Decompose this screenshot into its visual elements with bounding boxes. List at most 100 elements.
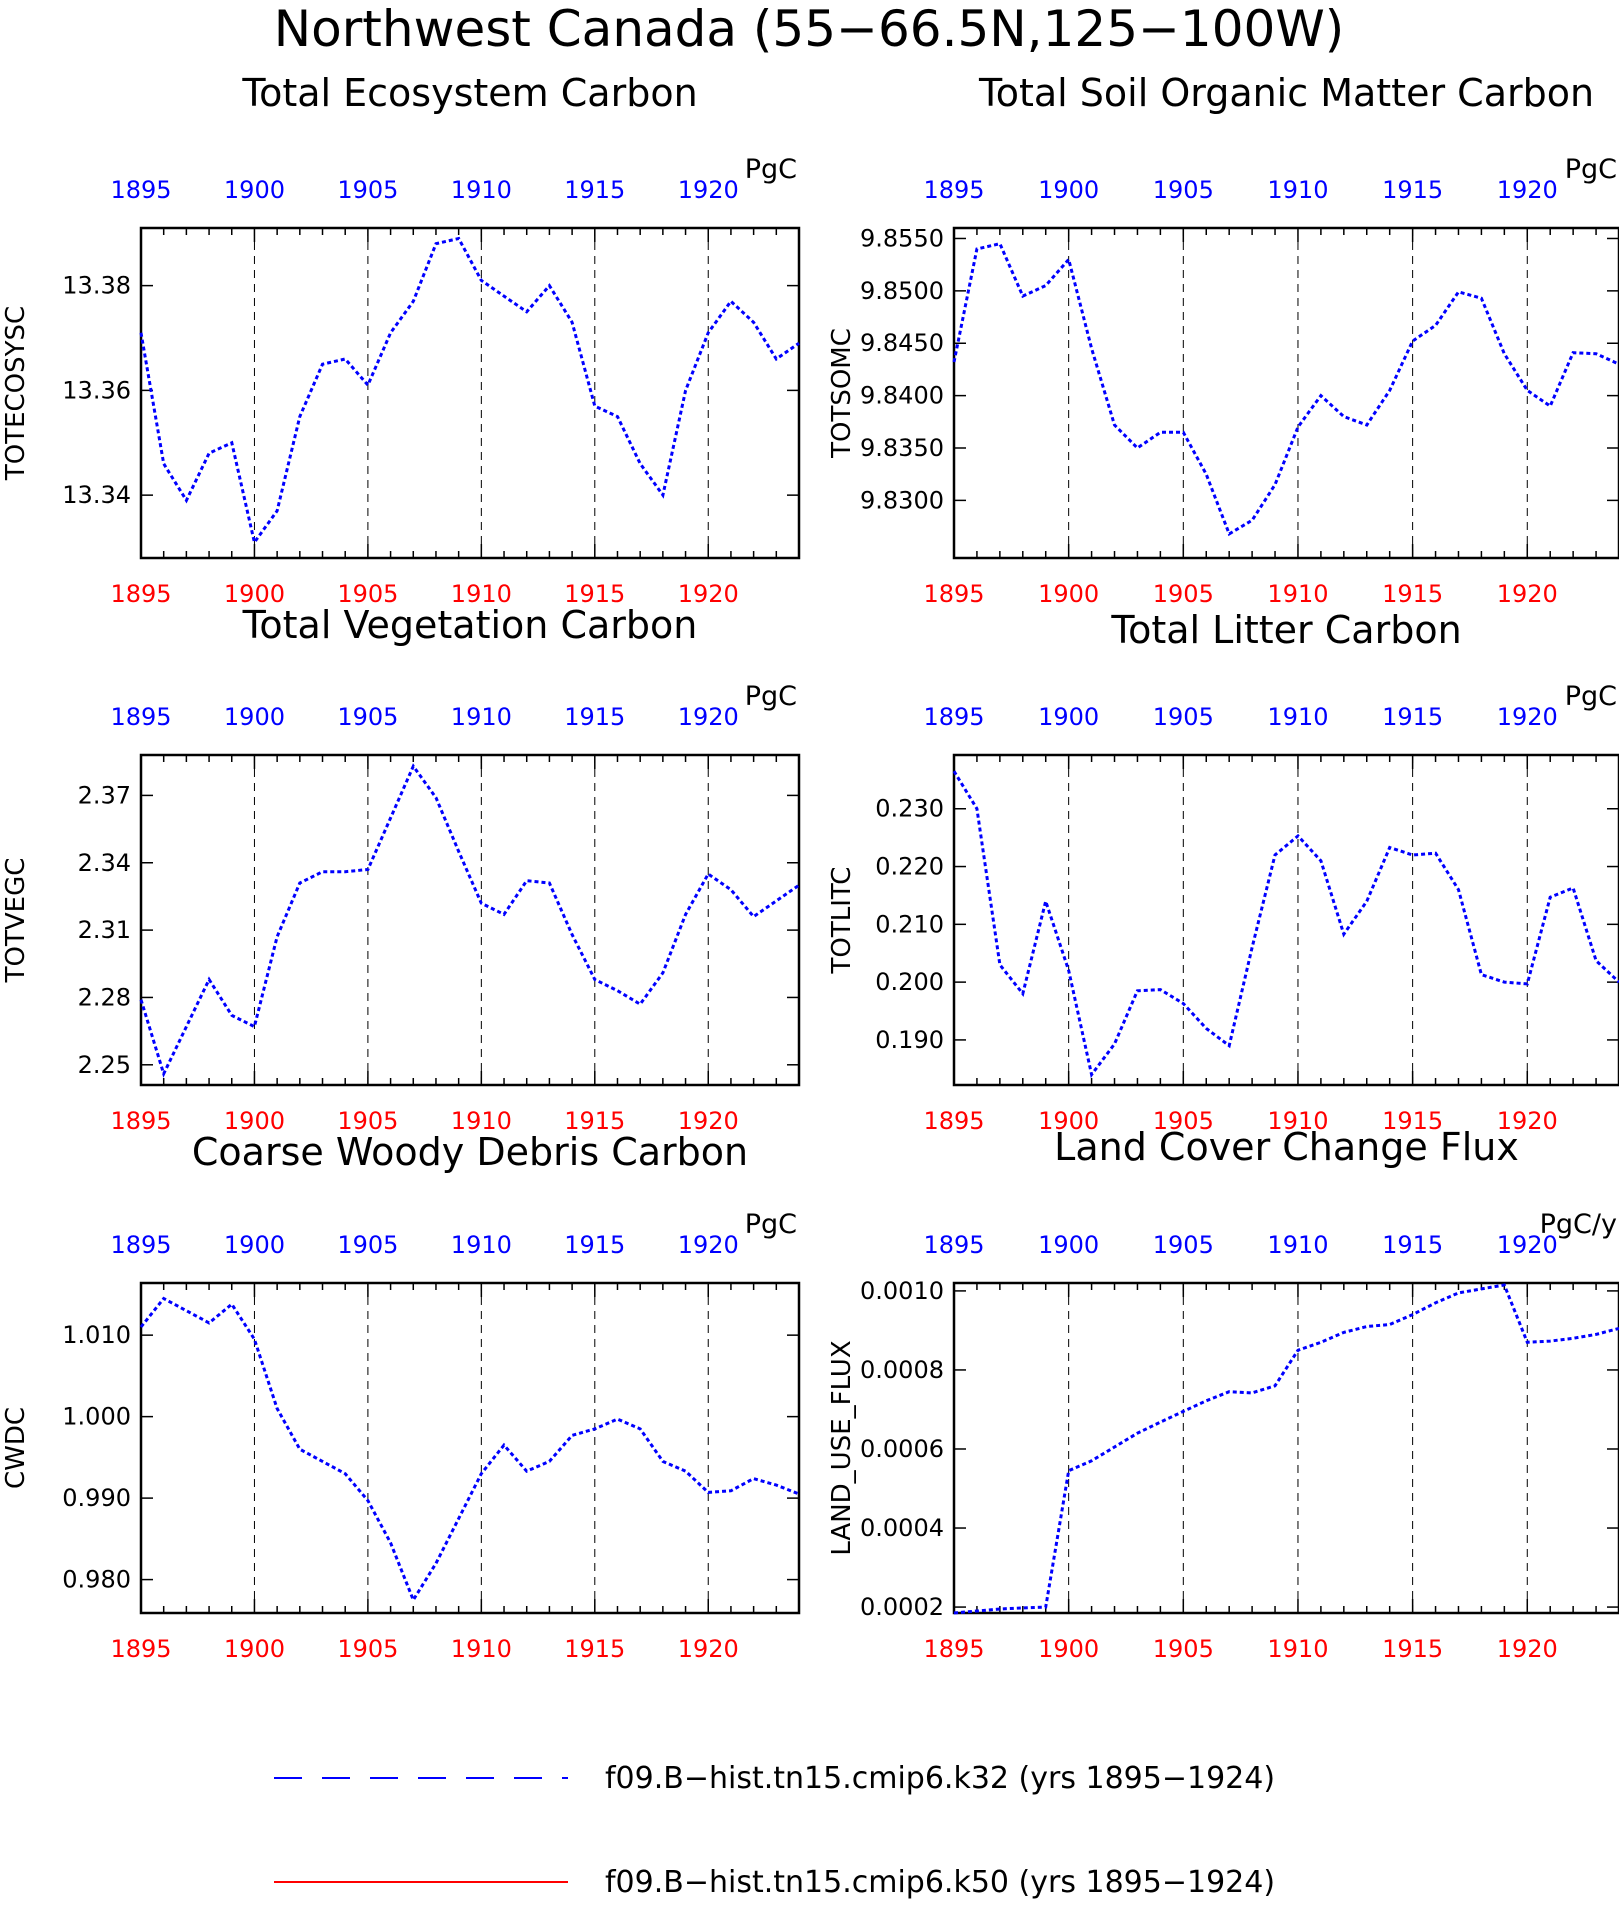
x-tick-label-top: 1910 [451, 1231, 512, 1259]
y-tick-label: 0.0002 [860, 1593, 944, 1621]
y-axis-label: TOTLITC [827, 867, 857, 975]
y-tick-label: 13.36 [62, 376, 131, 404]
x-tick-label-top: 1910 [1267, 176, 1328, 204]
panel-title: Total Vegetation Carbon [242, 603, 698, 647]
units-label: PgC [745, 154, 797, 185]
units-label: PgC [1565, 681, 1617, 712]
panel-title: Coarse Woody Debris Carbon [192, 1130, 748, 1174]
x-tick-label-bottom: 1920 [678, 580, 739, 608]
y-tick-label: 9.8300 [860, 486, 944, 514]
x-tick-label-top: 1895 [110, 1231, 171, 1259]
y-tick-label: 9.8550 [860, 224, 944, 252]
x-tick-label-bottom: 1910 [451, 1635, 512, 1663]
x-tick-label-top: 1900 [1038, 176, 1099, 204]
x-tick-label-top: 1920 [1497, 1231, 1558, 1259]
chart-panel-4: Total Litter Carbon PgC 1895 1895 1900 1900 19… [827, 608, 1619, 1135]
x-tick-label-top: 1920 [1497, 176, 1558, 204]
y-tick-label: 2.31 [78, 916, 131, 944]
x-tick-label-top: 1915 [1382, 176, 1443, 204]
units-label: PgC/y [1540, 1209, 1617, 1240]
x-tick-label-top: 1915 [564, 703, 625, 731]
x-tick-label-top: 1900 [224, 1231, 285, 1259]
y-tick-label: 13.34 [62, 481, 131, 509]
x-tick-label-top: 1895 [110, 703, 171, 731]
y-tick-label: 1.010 [62, 1321, 131, 1349]
series-line [139, 1296, 800, 1604]
y-tick-label: 2.25 [78, 1051, 131, 1079]
x-tick-label-top: 1910 [451, 703, 512, 731]
x-tick-label-top: 1905 [337, 703, 398, 731]
x-tick-label-bottom: 1900 [1038, 1107, 1099, 1135]
x-tick-label-bottom: 1895 [110, 1635, 171, 1663]
x-tick-label-bottom: 1895 [110, 1107, 171, 1135]
x-tick-label-bottom: 1915 [564, 1107, 625, 1135]
x-tick-label-bottom: 1900 [224, 1107, 285, 1135]
y-tick-label: 0.230 [875, 795, 944, 823]
series-line [953, 1283, 1619, 1615]
x-tick-label-bottom: 1915 [564, 1635, 625, 1663]
x-tick-label-top: 1915 [1382, 703, 1443, 731]
y-axis-label: TOTECOSYSC [1, 306, 31, 481]
x-tick-label-top: 1895 [923, 176, 984, 204]
x-tick-label-bottom: 1895 [923, 580, 984, 608]
chart-panel-1: Total Ecosystem Carbon PgC 1895 1895 1900 190… [1, 71, 801, 608]
y-tick-label: 0.0006 [860, 1435, 944, 1463]
x-tick-label-bottom: 1900 [1038, 580, 1099, 608]
x-tick-label-bottom: 1905 [337, 1635, 398, 1663]
panel-title: Total Soil Organic Matter Carbon [978, 71, 1594, 115]
units-label: PgC [745, 1209, 797, 1240]
y-tick-label: 2.28 [78, 983, 131, 1011]
x-tick-label-bottom: 1900 [224, 1635, 285, 1663]
x-tick-label-bottom: 1910 [451, 1107, 512, 1135]
x-tick-label-top: 1910 [451, 176, 512, 204]
figure-title: Northwest Canada (55−66.5N,125−100W) [274, 0, 1345, 58]
x-tick-label-top: 1915 [564, 1231, 625, 1259]
units-label: PgC [1565, 154, 1617, 185]
panel-title: Land Cover Change Flux [1054, 1125, 1519, 1169]
plot-frame [139, 753, 801, 1087]
panels-group: Total Ecosystem Carbon PgC 1895 1895 1900 190… [1, 71, 1619, 1663]
x-tick-label-bottom: 1920 [1497, 1107, 1558, 1135]
series-line [952, 770, 1619, 1079]
x-tick-label-bottom: 1920 [678, 1107, 739, 1135]
y-tick-label: 0.0008 [860, 1356, 944, 1384]
x-tick-label-top: 1895 [110, 176, 171, 204]
legend-label-k50: f09.B−hist.tn15.cmip6.k50 (yrs 1895−1924… [605, 1865, 1275, 1900]
x-tick-label-top: 1910 [1267, 703, 1328, 731]
chart-panel-5: Coarse Woody Debris Carbon PgC 1895 1895 190… [1, 1130, 801, 1663]
x-tick-label-bottom: 1900 [224, 580, 285, 608]
panel-title: Total Ecosystem Carbon [241, 71, 697, 115]
chart-panel-6: Land Cover Change Flux PgC/y 1895 1895 1900 1… [827, 1125, 1619, 1663]
y-axis-label: LAND_USE_FLUX [827, 1340, 857, 1555]
plot-frame [139, 1281, 801, 1615]
x-tick-label-bottom: 1905 [1153, 1107, 1214, 1135]
x-tick-label-top: 1920 [1497, 703, 1558, 731]
y-tick-label: 13.38 [62, 272, 131, 300]
y-tick-label: 9.8500 [860, 277, 944, 305]
x-tick-label-bottom: 1910 [1267, 1635, 1328, 1663]
y-tick-label: 1.000 [62, 1403, 131, 1431]
x-tick-label-top: 1905 [1153, 1231, 1214, 1259]
x-tick-label-top: 1895 [923, 1231, 984, 1259]
x-tick-label-top: 1895 [923, 703, 984, 731]
x-tick-label-top: 1910 [1267, 1231, 1328, 1259]
x-tick-label-bottom: 1905 [337, 580, 398, 608]
x-tick-label-top: 1900 [1038, 1231, 1099, 1259]
x-tick-label-top: 1900 [224, 176, 285, 204]
plot-frame [952, 753, 1619, 1087]
y-tick-label: 2.34 [78, 849, 131, 877]
x-tick-label-bottom: 1910 [451, 580, 512, 608]
x-tick-label-bottom: 1915 [1382, 1107, 1443, 1135]
y-tick-label: 9.8450 [860, 329, 944, 357]
x-tick-label-bottom: 1910 [1267, 1107, 1328, 1135]
y-tick-label: 9.8400 [860, 382, 944, 410]
legend-label-k32: f09.B−hist.tn15.cmip6.k32 (yrs 1895−1924… [605, 1761, 1275, 1796]
series-line [139, 763, 800, 1078]
y-tick-label: 0.980 [62, 1566, 131, 1594]
x-tick-label-bottom: 1895 [110, 580, 171, 608]
x-tick-label-bottom: 1900 [1038, 1635, 1099, 1663]
x-tick-label-bottom: 1915 [1382, 1635, 1443, 1663]
x-tick-label-top: 1920 [678, 1231, 739, 1259]
y-tick-label: 0.210 [875, 910, 944, 938]
legend: f09.B−hist.tn15.cmip6.k32 (yrs 1895−1924… [274, 1761, 1275, 1900]
